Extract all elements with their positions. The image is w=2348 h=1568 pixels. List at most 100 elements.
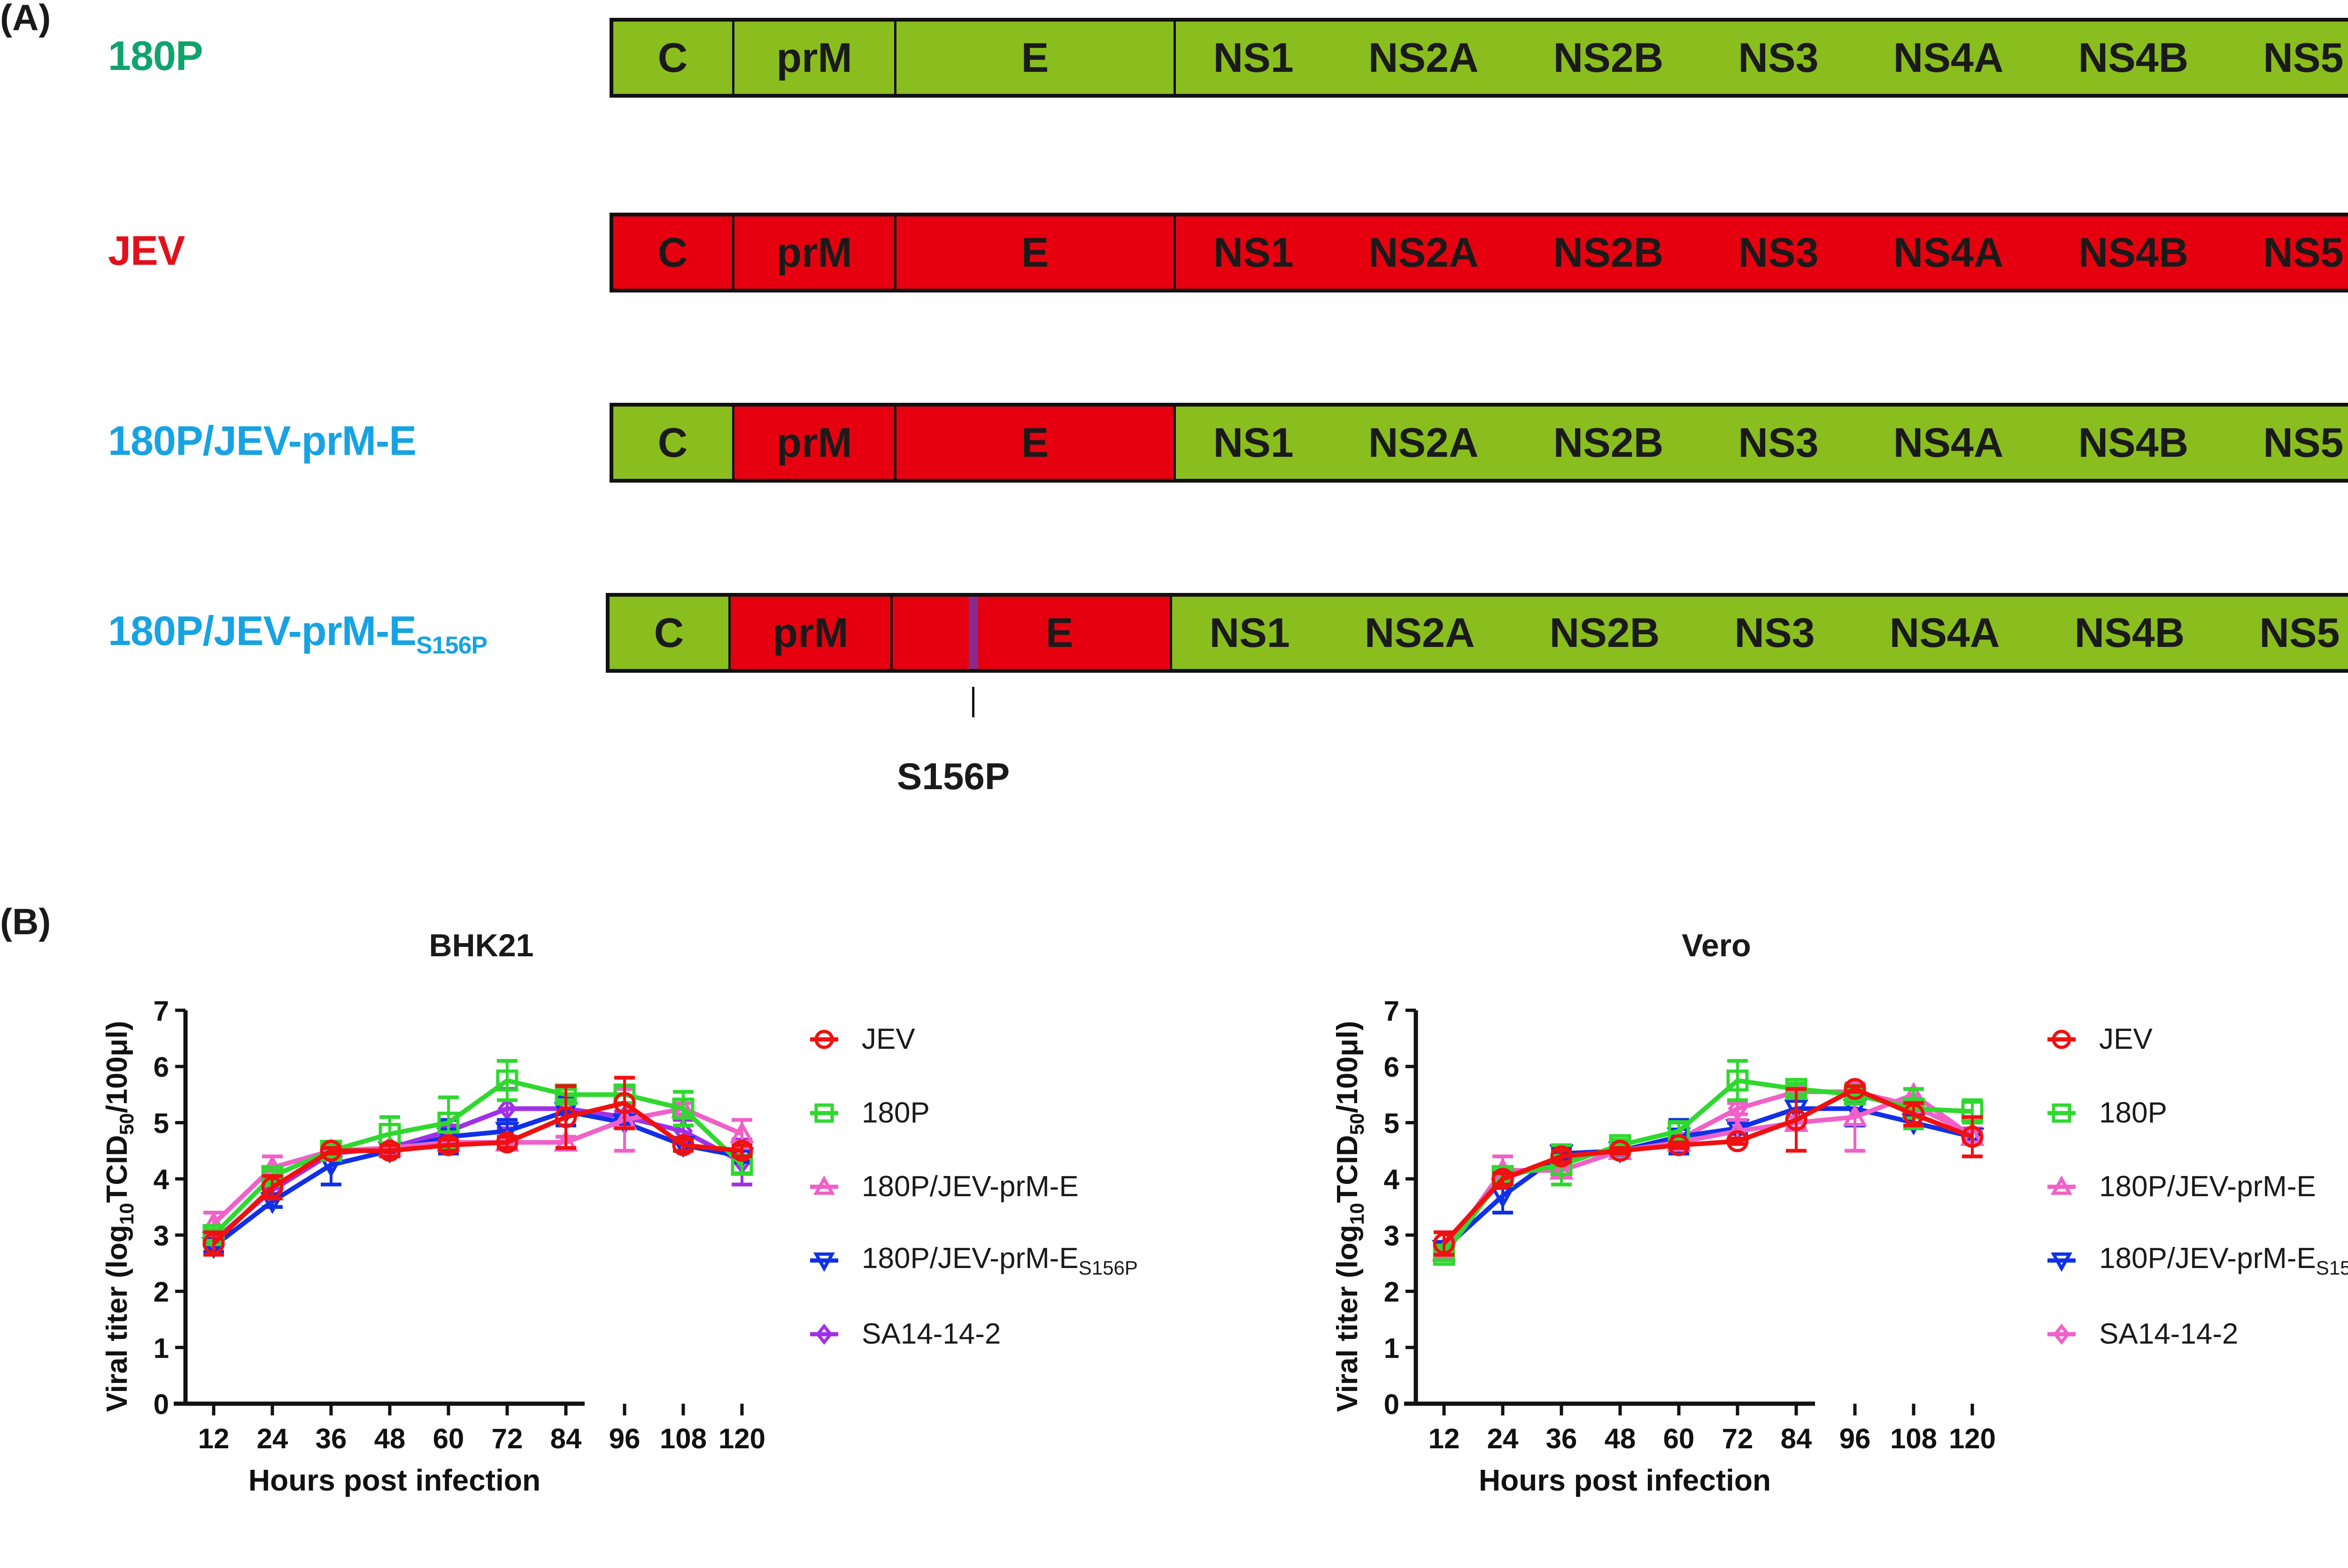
y-tick-label: 5 xyxy=(1384,1107,1399,1139)
y-tick-label: 4 xyxy=(1384,1164,1400,1195)
data-point xyxy=(1668,1134,1690,1156)
series-180p xyxy=(1433,1059,1984,1266)
legend-marker xyxy=(2052,1103,2071,1122)
nonstructural-region: NS1 NS2A NS2B NS3 NS4A NS4B NS5 xyxy=(1176,407,2348,479)
construct-name: JEV xyxy=(108,227,185,274)
x-tick-label: 36 xyxy=(316,1423,347,1454)
legend-label-text: SA14-14-2 xyxy=(2099,1318,2239,1350)
gene-label-ns2a: NS2A xyxy=(1364,609,1475,656)
x-tick-label: 72 xyxy=(1722,1423,1753,1454)
gene-segment-prm: prM xyxy=(734,22,896,94)
gene-label: E xyxy=(1021,229,1049,276)
gene-label-ns3: NS3 xyxy=(1734,609,1815,656)
legend-swatch-circle-icon xyxy=(810,1030,838,1049)
gene-label: prM xyxy=(776,419,852,466)
y-tick-label: 1 xyxy=(154,1332,169,1364)
gene-label: prM xyxy=(772,609,849,656)
y-tick-label: 3 xyxy=(154,1220,169,1252)
data-point xyxy=(202,1232,225,1255)
legend-label: SA14-14-2 xyxy=(862,1317,1001,1351)
y-tick-label: 0 xyxy=(154,1389,169,1420)
series-line xyxy=(212,1100,742,1245)
legend-label-subscript: S156P xyxy=(2316,1256,2348,1279)
gene-label-ns5: NS5 xyxy=(2263,34,2344,81)
panel-b-label: (B) xyxy=(0,901,51,942)
y-axis-title-part: TCID xyxy=(1331,1135,1364,1203)
legend-item: 180P/JEV-prM-ES156P xyxy=(2045,1223,2348,1297)
data-point xyxy=(495,1122,519,1144)
y-axis-title-part: TCID xyxy=(101,1135,133,1203)
construct-name: 180P xyxy=(108,32,203,79)
chart-title-vero: Vero xyxy=(1682,928,1751,963)
legend-label-text: 180P/JEV-prM-E xyxy=(2099,1242,2316,1275)
gene-label-ns1: NS1 xyxy=(1213,229,1294,276)
gene-label-ns4b: NS4B xyxy=(2078,419,2189,466)
gene-segment-prm: prM xyxy=(731,597,893,669)
legend-item: SA14-14-2 xyxy=(2045,1297,2348,1371)
legend-marker xyxy=(814,1103,834,1122)
gene-label: E xyxy=(1045,609,1074,656)
legend-marker xyxy=(814,1030,834,1049)
gene-segment-prm: prM xyxy=(734,216,896,289)
legend-marker xyxy=(2051,1252,2072,1272)
legend-label: 180P/JEV-prM-E xyxy=(2099,1170,2316,1203)
data-point xyxy=(1433,1232,1455,1255)
legend-label-text: 180P/JEV-prM-E xyxy=(2099,1170,2316,1203)
gene-segment-prm: prM xyxy=(734,407,896,479)
x-tick-label: 120 xyxy=(1949,1423,1996,1454)
gene-label: C xyxy=(657,34,688,81)
data-point xyxy=(496,1069,518,1092)
x-tick-label: 48 xyxy=(374,1423,406,1454)
data-point xyxy=(1902,1103,1925,1125)
gene-label: E xyxy=(1021,419,1049,466)
x-axis-title: Hours post infection xyxy=(1479,1463,1771,1497)
legend-label: 180P/JEV-prM-ES156P xyxy=(2099,1242,2348,1279)
x-tick-label: 72 xyxy=(492,1423,523,1454)
data-point xyxy=(496,1131,518,1153)
legend-item: 180P/JEV-prM-ES156P xyxy=(808,1223,1138,1297)
x-tick-label: 108 xyxy=(660,1423,707,1454)
legend-marker xyxy=(815,1323,833,1345)
construct-name: 180P/JEV-prM-E xyxy=(108,607,417,654)
legend-label: 180P/JEV-prM-E xyxy=(862,1170,1079,1203)
legend-label-text: JEV xyxy=(862,1023,915,1055)
x-tick-label: 120 xyxy=(718,1423,765,1454)
gene-segment-e: E xyxy=(896,407,1176,479)
legend-swatch-diamond-icon xyxy=(2047,1323,2076,1345)
y-tick-label: 2 xyxy=(1384,1276,1399,1308)
legend-item: 180P xyxy=(2045,1076,2348,1150)
gene-label-ns4b: NS4B xyxy=(2078,229,2189,276)
legend-label-subscript: S156P xyxy=(1078,1256,1138,1279)
x-tick-label: 84 xyxy=(1781,1423,1812,1454)
chart-title-bhk21: BHK21 xyxy=(429,928,534,963)
y-tick-label: 7 xyxy=(154,995,169,1027)
y-axis-title-part: 10 xyxy=(116,1203,138,1225)
gene-label-ns5: NS5 xyxy=(2259,609,2340,656)
gene-label-ns4a: NS4A xyxy=(1893,229,2004,276)
legend-label-text: 180P/JEV-prM-E xyxy=(862,1170,1079,1203)
legend-label-text: 180P/JEV-prM-E xyxy=(862,1242,1079,1275)
data-point xyxy=(261,1176,284,1199)
gene-label-ns2b: NS2B xyxy=(1553,229,1664,276)
gene-label: E xyxy=(1021,34,1049,81)
gene-segment-c: C xyxy=(613,216,734,289)
gene-segment-e: E xyxy=(896,22,1176,94)
gene-segment-e: E xyxy=(893,597,1172,669)
data-point xyxy=(672,1098,695,1120)
y-axis-title-part: Viral titer (log xyxy=(101,1225,133,1412)
y-tick-label: 3 xyxy=(1384,1220,1399,1252)
gene-label-ns4b: NS4B xyxy=(2074,609,2185,656)
legend-swatch-triangle-up-icon xyxy=(810,1175,838,1195)
series-jev xyxy=(1433,1078,1984,1257)
gene-label-ns2b: NS2B xyxy=(1549,609,1660,656)
y-tick-label: 1 xyxy=(1384,1332,1399,1364)
bhk21-legend: JEV 180P 180P/JEV-prM-E 180P/JEV-prM-ES156P… xyxy=(808,1002,1138,1371)
construct-label: 180P xyxy=(108,32,203,80)
data-point xyxy=(672,1134,695,1156)
legend-swatch-circle-icon xyxy=(2047,1030,2076,1049)
x-tick-label: 96 xyxy=(609,1423,641,1454)
data-point xyxy=(1843,1104,1867,1126)
legend-marker xyxy=(2053,1323,2070,1345)
